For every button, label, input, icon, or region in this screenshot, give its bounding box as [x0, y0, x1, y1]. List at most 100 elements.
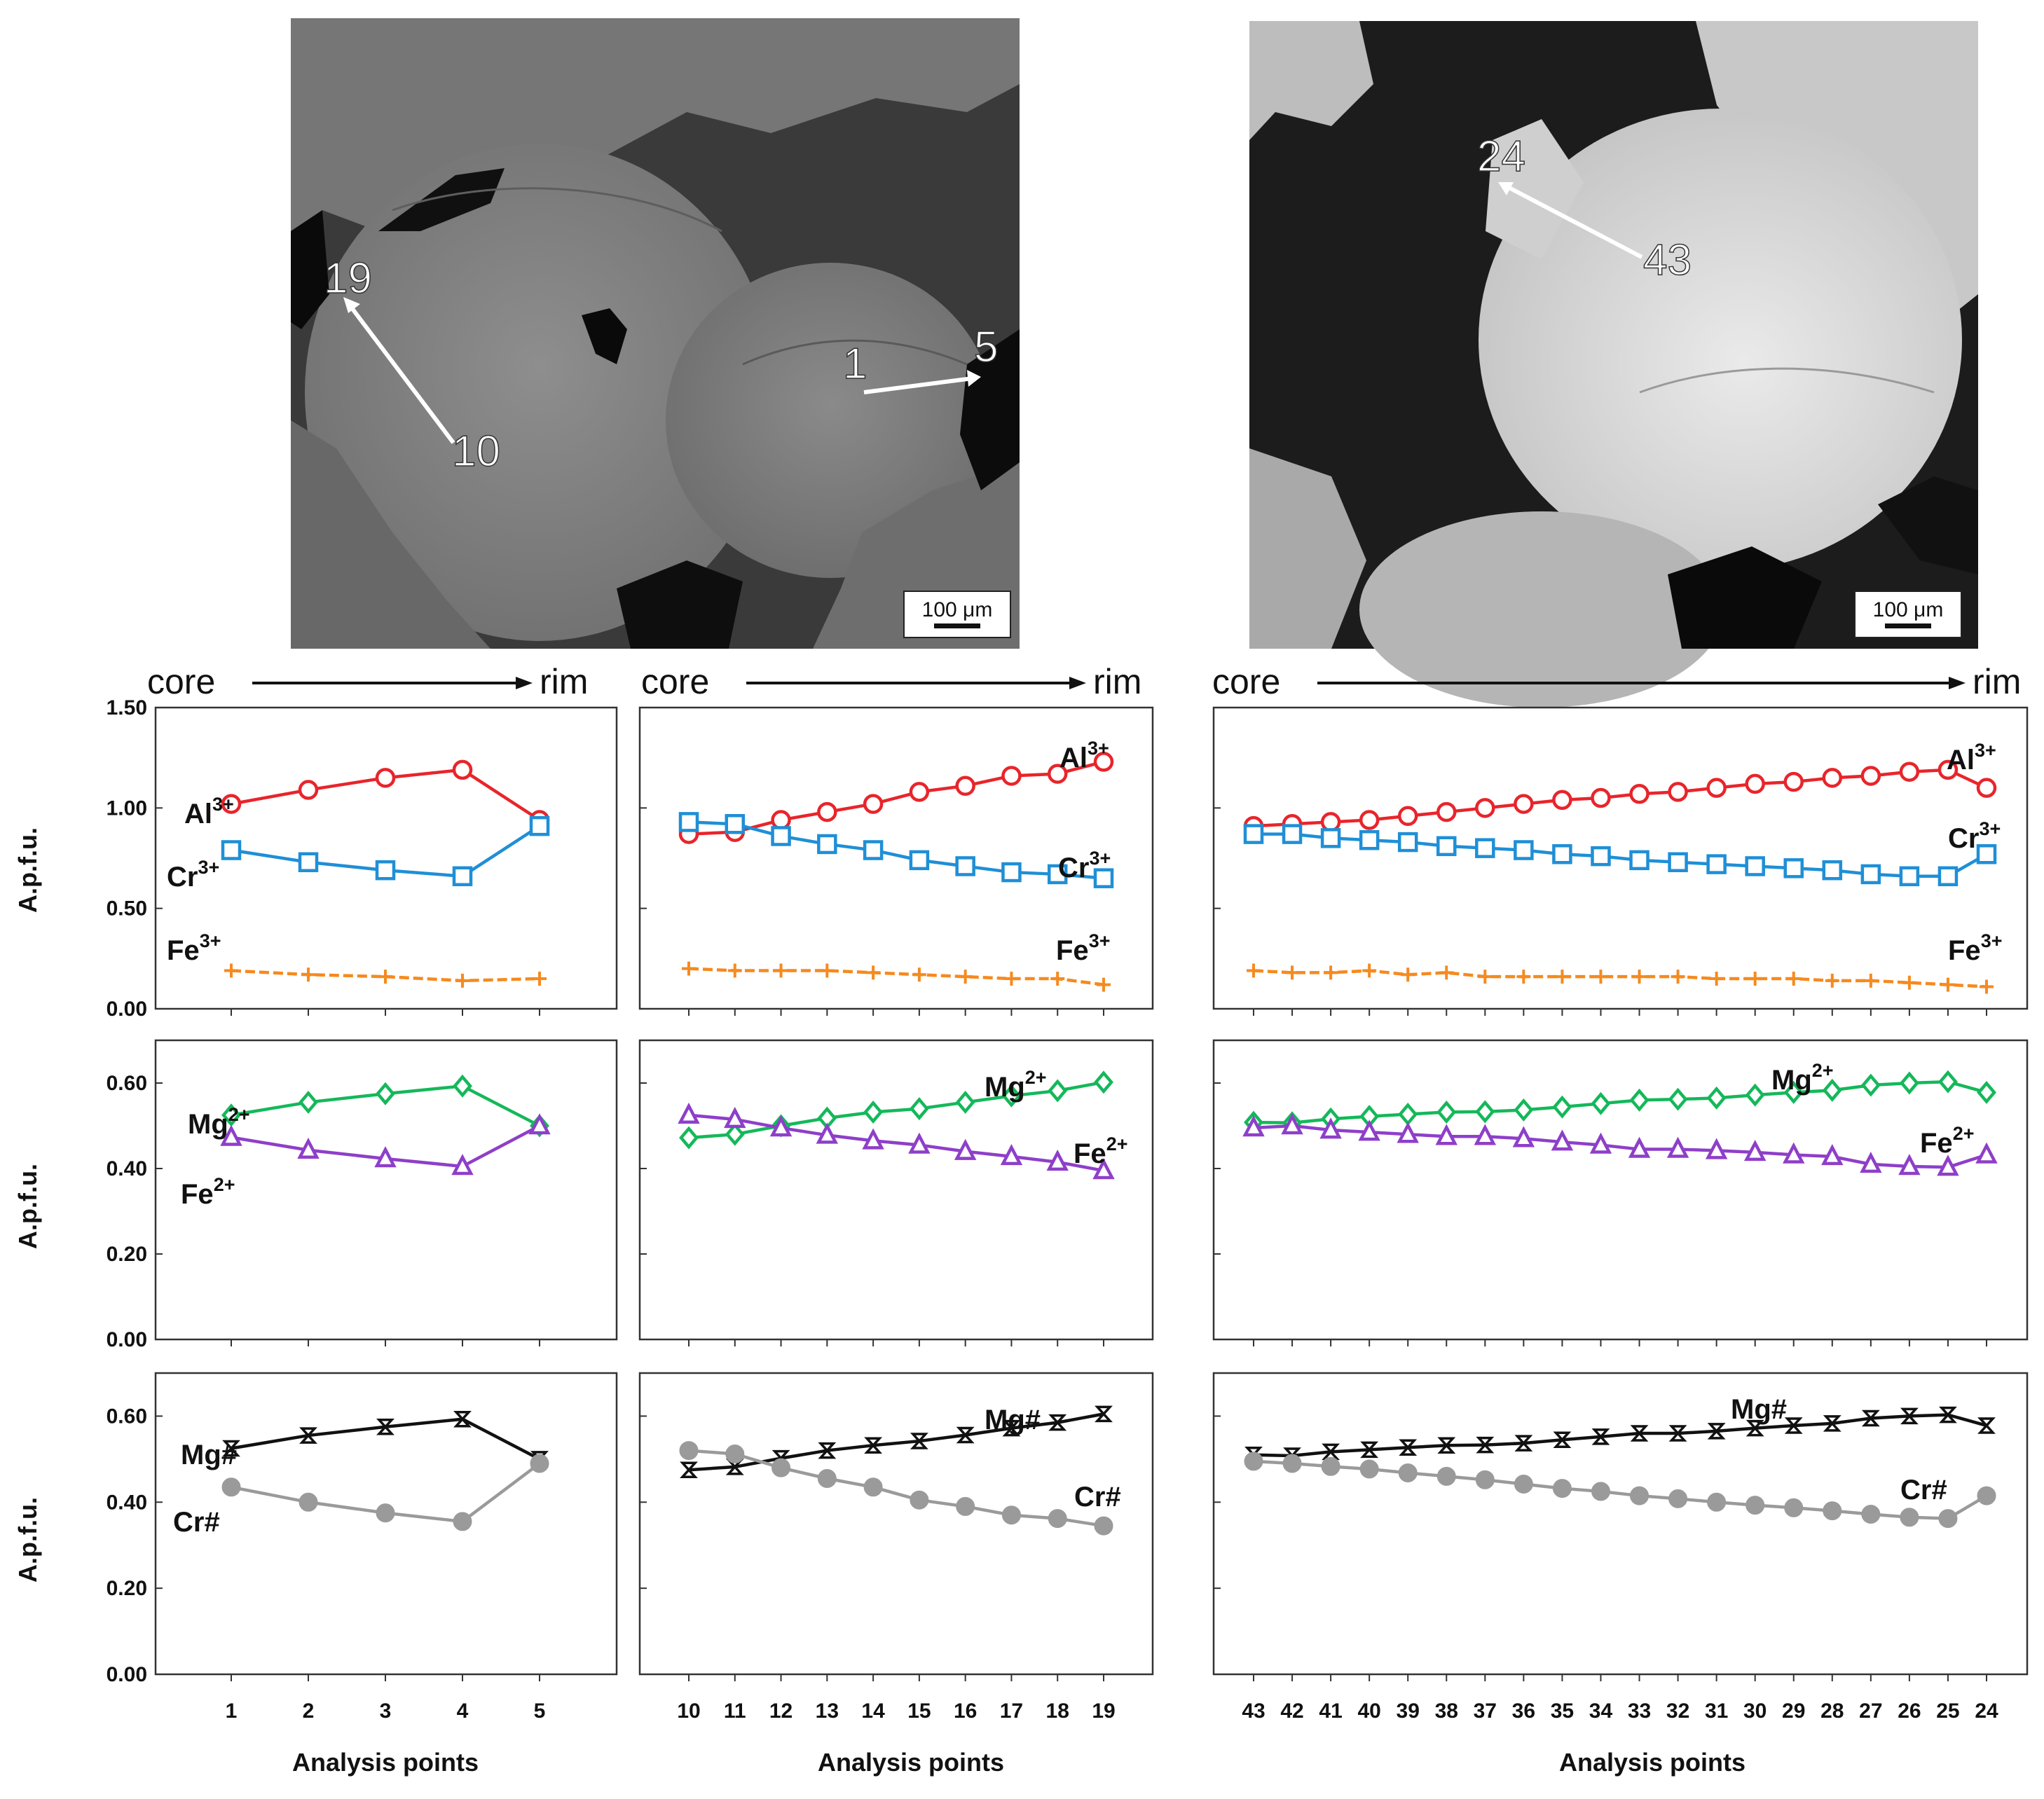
x-tick-label: 14: [861, 1700, 885, 1723]
point-al: [1359, 810, 1380, 830]
x-tick-label: 16: [954, 1700, 977, 1723]
x-tick-label: 41: [1319, 1700, 1342, 1723]
x-tick-label: 31: [1705, 1700, 1728, 1723]
y-tick-label: 0.40: [107, 1157, 147, 1180]
chart-grain-2-row-1: Al3+ Cr3+ Fe3+: [638, 706, 1154, 1016]
x-tick-label: 35: [1551, 1700, 1574, 1723]
point-al: [1629, 784, 1649, 804]
point-mg: [1629, 1088, 1649, 1112]
point-al: [1822, 768, 1843, 788]
point-mgnum: [818, 1442, 837, 1459]
y-axis-title-row3: A.p.f.u.: [13, 1497, 42, 1583]
point-cr: [529, 815, 550, 836]
plot-frame: [1212, 1372, 2029, 1676]
point-fe2: [1046, 1149, 1069, 1171]
series-mgnum: [680, 1405, 1113, 1478]
point-mg: [1514, 1098, 1534, 1122]
point-fe2: [1937, 1154, 1959, 1176]
series-label-fe2: Fe2+: [1074, 1133, 1127, 1169]
point-cr: [375, 860, 396, 881]
series-fe3: [1247, 963, 1994, 994]
point-fe3: [1709, 972, 1724, 986]
bse-left-pore-5: [582, 308, 627, 364]
point-crnum: [1823, 1501, 1842, 1521]
series-line-mg: [688, 1080, 1104, 1140]
point-fe3: [1786, 972, 1801, 986]
series-fe2: [678, 1102, 1115, 1180]
x-tick-label: 13: [816, 1700, 839, 1723]
point-cr: [1783, 858, 1804, 878]
plot-frame: [154, 1372, 618, 1676]
bse-right-arrow: [1505, 184, 1643, 259]
y-axis-title-row1: A.p.f.u.: [13, 827, 42, 913]
point-mg: [1745, 1083, 1765, 1107]
point-crnum: [1900, 1508, 1919, 1527]
y-tick-label: 0.20: [107, 1243, 147, 1266]
point-al: [1591, 787, 1611, 808]
chart-grain-3-row-1: Al3+ Cr3+ Fe3+: [1212, 706, 2029, 1016]
series-fe3: [682, 961, 1111, 992]
point-crnum: [1977, 1486, 1996, 1505]
point-cr: [909, 850, 930, 871]
series-line-fe2: [688, 1113, 1104, 1173]
x-axis-title-grain3: Analysis points: [1559, 1748, 1745, 1777]
y-tick-label: 0.00: [107, 1328, 147, 1351]
point-crnum: [725, 1444, 745, 1463]
bse-left-crack-2: [742, 339, 968, 366]
y-tick-label: 0.20: [107, 1577, 147, 1600]
series-label-fe3: Fe3+: [167, 930, 221, 966]
point-crnum: [221, 1477, 241, 1497]
series-label-mgnum: Mg#: [985, 1405, 1041, 1435]
point-mgnum: [1900, 1407, 1919, 1425]
series-label-cr: Cr3+: [1058, 848, 1111, 883]
point-cr: [1282, 824, 1303, 844]
point-fe2: [1666, 1136, 1689, 1158]
point-mg: [1048, 1079, 1068, 1103]
point-fe3: [1097, 977, 1111, 992]
point-fe2: [1358, 1119, 1380, 1141]
point-fe3: [866, 965, 881, 980]
point-fe3: [533, 972, 547, 986]
point-cr: [1436, 836, 1457, 857]
point-mg: [1668, 1087, 1688, 1111]
point-al: [1093, 752, 1114, 772]
x-tick-label: 30: [1743, 1700, 1767, 1723]
series-line-mgnum: [688, 1412, 1104, 1472]
bse-left-arrow-a: [346, 302, 455, 444]
point-fe3: [1902, 975, 1916, 990]
point-fe2: [862, 1128, 884, 1150]
series-line-fe3: [688, 967, 1104, 986]
point-crnum: [771, 1458, 791, 1477]
bse-left-arrowhead-b: [967, 370, 981, 387]
header-mid-arrowhead: [1069, 677, 1086, 689]
series-label-al: Al3+: [1947, 740, 1996, 776]
series-label-mgnum: Mg#: [1731, 1394, 1787, 1425]
point-crnum: [530, 1454, 549, 1473]
bse-left-pore-2: [378, 168, 505, 231]
point-cr: [1514, 840, 1534, 860]
point-crnum: [1436, 1466, 1456, 1486]
point-fe3: [1980, 979, 1994, 994]
point-cr: [1243, 824, 1264, 844]
bse-left-grain-main: [305, 144, 774, 641]
point-mgnum: [1399, 1439, 1418, 1456]
series-crnum: [1244, 1452, 1996, 1529]
point-fe2: [1242, 1115, 1265, 1137]
point-al: [221, 794, 242, 814]
bse-right-grain-main: [1479, 109, 1962, 571]
point-al: [1899, 761, 1920, 782]
point-fe2: [908, 1132, 931, 1154]
point-fe3: [774, 963, 788, 978]
point-crnum: [1938, 1509, 1958, 1529]
point-al: [1320, 812, 1341, 832]
point-cr: [1899, 866, 1920, 887]
point-mg: [909, 1097, 929, 1121]
point-al: [1552, 790, 1572, 811]
point-al: [1745, 773, 1765, 794]
point-cr: [1397, 832, 1418, 853]
point-crnum: [1359, 1459, 1379, 1479]
point-fe2: [1898, 1154, 1921, 1176]
point-fe2: [1435, 1124, 1457, 1145]
point-mgnum: [1861, 1409, 1880, 1427]
point-mgnum: [222, 1440, 240, 1457]
